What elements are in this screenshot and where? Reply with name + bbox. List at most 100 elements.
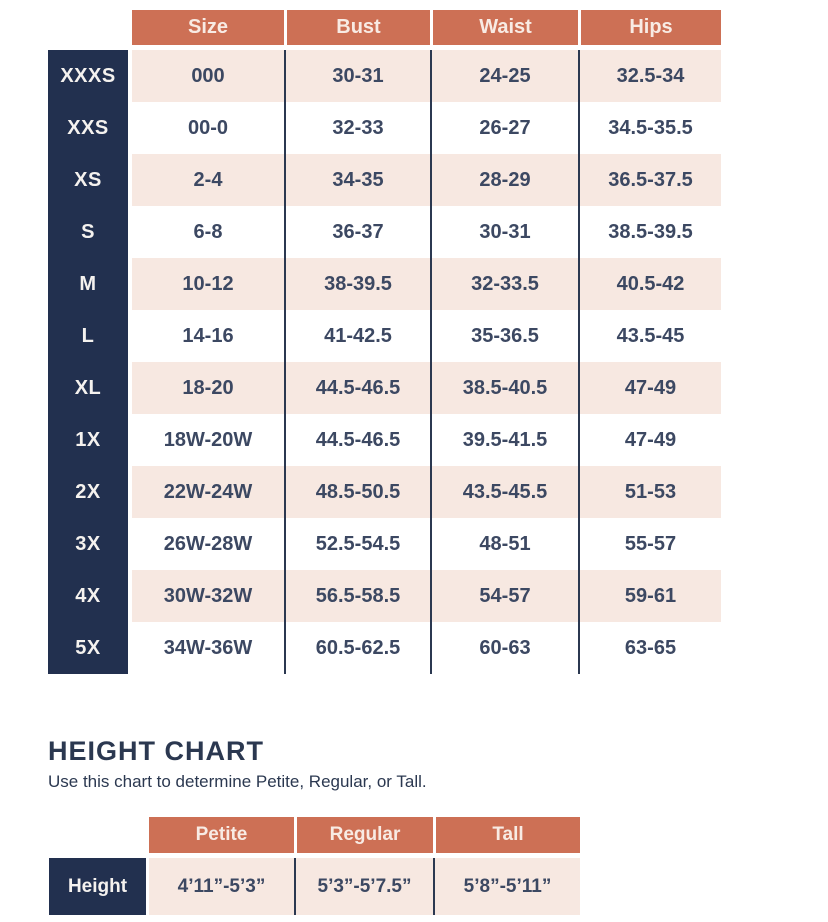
table-row: L 14-16 41-42.5 35-36.5 43.5-45: [48, 310, 721, 362]
cell-bust: 36-37: [284, 206, 430, 258]
cell-size: 18-20: [132, 362, 284, 414]
height-chart-title: HEIGHT CHART: [48, 736, 264, 766]
cell-waist: 39.5-41.5: [430, 414, 578, 466]
row-label: 2X: [48, 466, 128, 518]
table-row: 5X 34W-36W 60.5-62.5 60-63 63-65: [48, 622, 721, 674]
cell-bust: 32-33: [284, 102, 430, 154]
cell-size: 22W-24W: [132, 466, 284, 518]
cell-hips: 47-49: [578, 414, 721, 466]
height-chart-subtitle: Use this chart to determine Petite, Regu…: [48, 772, 427, 791]
cell-bust: 44.5-46.5: [284, 414, 430, 466]
column-header-waist: Waist: [430, 10, 578, 45]
cell-size: 18W-20W: [132, 414, 284, 466]
cell-bust: 52.5-54.5: [284, 518, 430, 570]
table-row: 2X 22W-24W 48.5-50.5 43.5-45.5 51-53: [48, 466, 721, 518]
divider: [128, 206, 132, 258]
divider: [128, 258, 132, 310]
cell-waist: 28-29: [430, 154, 578, 206]
column-header-hips: Hips: [578, 10, 721, 45]
size-chart-body: XXXS 000 30-31 24-25 32.5-34 XXS 00-0 32…: [48, 50, 721, 674]
row-label: S: [48, 206, 128, 258]
cell-hips: 43.5-45: [578, 310, 721, 362]
table-row: XXXS 000 30-31 24-25 32.5-34: [48, 50, 721, 102]
cell-waist: 32-33.5: [430, 258, 578, 310]
row-label: 5X: [48, 622, 128, 674]
divider: [128, 414, 132, 466]
divider: [128, 50, 132, 102]
cell-petite-height: 4’11”-5’3”: [149, 858, 294, 915]
cell-hips: 47-49: [578, 362, 721, 414]
row-label: XXXS: [48, 50, 128, 102]
cell-waist: 38.5-40.5: [430, 362, 578, 414]
row-label: L: [48, 310, 128, 362]
height-row: Height 4’11”-5’3” 5’3”-5’7.5” 5’8”-5’11”: [49, 858, 580, 915]
cell-size: 26W-28W: [132, 518, 284, 570]
divider: [128, 102, 132, 154]
divider: [128, 362, 132, 414]
cell-size: 10-12: [132, 258, 284, 310]
table-row: 3X 26W-28W 52.5-54.5 48-51 55-57: [48, 518, 721, 570]
column-header-regular: Regular: [294, 817, 433, 853]
cell-bust: 60.5-62.5: [284, 622, 430, 674]
cell-bust: 41-42.5: [284, 310, 430, 362]
cell-bust: 44.5-46.5: [284, 362, 430, 414]
cell-waist: 43.5-45.5: [430, 466, 578, 518]
cell-waist: 30-31: [430, 206, 578, 258]
cell-waist: 26-27: [430, 102, 578, 154]
row-label: M: [48, 258, 128, 310]
cell-bust: 34-35: [284, 154, 430, 206]
row-label: XXS: [48, 102, 128, 154]
cell-size: 00-0: [132, 102, 284, 154]
table-row: 4X 30W-32W 56.5-58.5 54-57 59-61: [48, 570, 721, 622]
row-label: 4X: [48, 570, 128, 622]
column-header-bust: Bust: [284, 10, 430, 45]
size-chart-header-row: Size Bust Waist Hips: [132, 10, 721, 45]
column-header-petite: Petite: [149, 817, 294, 853]
cell-size: 34W-36W: [132, 622, 284, 674]
divider: [128, 570, 132, 622]
size-chart-table: Size Bust Waist Hips XXXS 000 30-31 24-2…: [48, 10, 721, 674]
cell-waist: 24-25: [430, 50, 578, 102]
cell-hips: 63-65: [578, 622, 721, 674]
divider: [128, 518, 132, 570]
row-label: XS: [48, 154, 128, 206]
cell-hips: 34.5-35.5: [578, 102, 721, 154]
cell-size: 30W-32W: [132, 570, 284, 622]
cell-waist: 35-36.5: [430, 310, 578, 362]
divider: [146, 858, 149, 915]
row-label: 1X: [48, 414, 128, 466]
cell-regular-height: 5’3”-5’7.5”: [294, 858, 433, 915]
cell-hips: 51-53: [578, 466, 721, 518]
table-row: M 10-12 38-39.5 32-33.5 40.5-42: [48, 258, 721, 310]
cell-bust: 38-39.5: [284, 258, 430, 310]
cell-waist: 54-57: [430, 570, 578, 622]
row-label: XL: [48, 362, 128, 414]
height-chart-header-row: Petite Regular Tall: [149, 817, 580, 853]
table-row: XXS 00-0 32-33 26-27 34.5-35.5: [48, 102, 721, 154]
cell-size: 14-16: [132, 310, 284, 362]
cell-waist: 60-63: [430, 622, 578, 674]
cell-size: 6-8: [132, 206, 284, 258]
height-chart-table: Petite Regular Tall Height 4’11”-5’3” 5’…: [49, 817, 580, 915]
cell-waist: 48-51: [430, 518, 578, 570]
cell-hips: 40.5-42: [578, 258, 721, 310]
cell-hips: 36.5-37.5: [578, 154, 721, 206]
row-label-height: Height: [49, 858, 146, 915]
divider: [128, 310, 132, 362]
cell-size: 000: [132, 50, 284, 102]
cell-hips: 32.5-34: [578, 50, 721, 102]
table-row: S 6-8 36-37 30-31 38.5-39.5: [48, 206, 721, 258]
table-row: XS 2-4 34-35 28-29 36.5-37.5: [48, 154, 721, 206]
column-header-size: Size: [132, 10, 284, 45]
cell-hips: 55-57: [578, 518, 721, 570]
cell-size: 2-4: [132, 154, 284, 206]
divider: [128, 466, 132, 518]
table-row: 1X 18W-20W 44.5-46.5 39.5-41.5 47-49: [48, 414, 721, 466]
cell-hips: 59-61: [578, 570, 721, 622]
cell-tall-height: 5’8”-5’11”: [433, 858, 580, 915]
cell-bust: 56.5-58.5: [284, 570, 430, 622]
table-row: XL 18-20 44.5-46.5 38.5-40.5 47-49: [48, 362, 721, 414]
row-label: 3X: [48, 518, 128, 570]
cell-bust: 30-31: [284, 50, 430, 102]
